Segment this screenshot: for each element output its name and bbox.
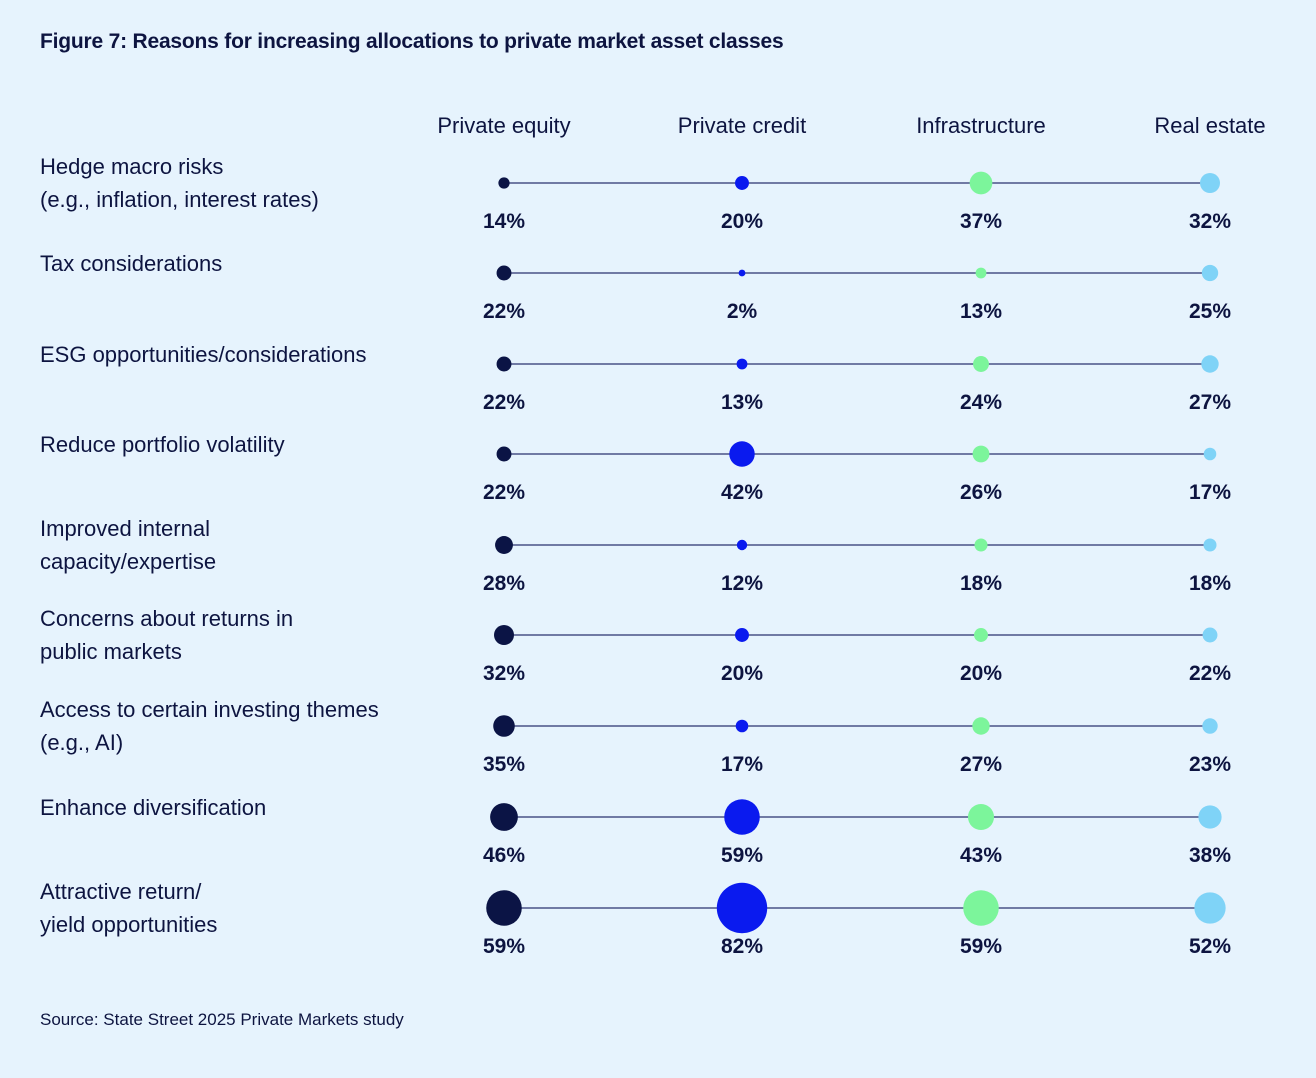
- data-label: 13%: [721, 391, 763, 414]
- bubble-point: [963, 890, 999, 926]
- column-header: Private equity: [437, 113, 570, 138]
- data-label: 17%: [1189, 481, 1231, 504]
- row-label: public markets: [40, 639, 182, 664]
- bubble-point: [735, 176, 749, 190]
- chart-title: Figure 7: Reasons for increasing allocat…: [40, 30, 784, 53]
- data-label: 52%: [1189, 935, 1231, 958]
- bubble-point: [975, 267, 987, 279]
- data-label: 27%: [1189, 391, 1231, 414]
- bubble-point: [486, 890, 522, 926]
- bubble-chart: Private equity Private credit Infrastructu…: [40, 113, 1266, 958]
- bubble-point: [724, 799, 760, 835]
- bubble-point: [736, 358, 748, 370]
- bubble-point: [735, 628, 749, 642]
- column-header: Private credit: [678, 113, 806, 138]
- bubble-point: [1203, 447, 1217, 461]
- data-label: 20%: [721, 662, 763, 685]
- data-label: 22%: [483, 300, 525, 323]
- data-label: 59%: [483, 935, 525, 958]
- data-label: 38%: [1189, 844, 1231, 867]
- column-header: Real estate: [1154, 113, 1265, 138]
- bubble-point: [738, 269, 746, 277]
- data-label: 32%: [483, 662, 525, 685]
- data-label: 23%: [1189, 753, 1231, 776]
- data-label: 26%: [960, 481, 1002, 504]
- data-label: 14%: [483, 210, 525, 233]
- data-label: 43%: [960, 844, 1002, 867]
- bubble-point: [1198, 805, 1222, 829]
- data-label: 59%: [721, 844, 763, 867]
- column-header: Infrastructure: [916, 113, 1046, 138]
- data-label: 13%: [960, 300, 1002, 323]
- data-label: 42%: [721, 481, 763, 504]
- bubble-point: [1203, 538, 1217, 552]
- row-label: Access to certain investing themes: [40, 697, 379, 722]
- data-label: 59%: [960, 935, 1002, 958]
- data-label: 28%: [483, 572, 525, 595]
- data-label: 35%: [483, 753, 525, 776]
- row-label: Reduce portfolio volatility: [40, 432, 285, 457]
- row-label: Enhance diversification: [40, 795, 266, 820]
- data-label: 46%: [483, 844, 525, 867]
- bubble-point: [493, 715, 515, 737]
- row-label: Improved internal: [40, 516, 210, 541]
- row-label: Hedge macro risks: [40, 154, 223, 179]
- bubble-point: [490, 803, 518, 831]
- bubble-point: [494, 625, 514, 645]
- bubble-point: [1201, 264, 1219, 282]
- bubble-point: [974, 538, 988, 552]
- row-label: ESG opportunities/considerations: [40, 342, 367, 367]
- bubble-point: [716, 882, 768, 934]
- bubble-point: [1194, 892, 1226, 924]
- bubble-point: [1202, 718, 1218, 734]
- bubble-point: [736, 539, 748, 551]
- data-label: 17%: [721, 753, 763, 776]
- row-label: Concerns about returns in: [40, 606, 293, 631]
- data-label: 22%: [1189, 662, 1231, 685]
- bubble-point: [967, 803, 995, 831]
- row-label: Attractive return/: [40, 879, 202, 904]
- data-label: 20%: [960, 662, 1002, 685]
- bubble-point: [729, 441, 755, 467]
- data-label: 25%: [1189, 300, 1231, 323]
- row-label: (e.g., inflation, interest rates): [40, 187, 319, 212]
- bubble-point: [1202, 627, 1218, 643]
- bubble-point: [496, 265, 512, 281]
- data-label: 22%: [483, 391, 525, 414]
- bubble-point: [972, 445, 990, 463]
- data-label: 12%: [721, 572, 763, 595]
- bubble-point: [974, 628, 988, 642]
- bubble-point: [1200, 173, 1220, 193]
- row-label: Tax considerations: [40, 251, 222, 276]
- data-label: 2%: [727, 300, 758, 323]
- bubble-point: [973, 356, 989, 372]
- row-label: capacity/expertise: [40, 549, 216, 574]
- bubble-point: [969, 171, 993, 195]
- data-label: 24%: [960, 391, 1002, 414]
- data-label: 37%: [960, 210, 1002, 233]
- data-label: 27%: [960, 753, 1002, 776]
- source-note: Source: State Street 2025 Private Market…: [40, 1010, 404, 1029]
- bubble-point: [496, 446, 512, 462]
- bubble-point: [498, 177, 510, 189]
- data-label: 18%: [960, 572, 1002, 595]
- data-label: 22%: [483, 481, 525, 504]
- data-label: 18%: [1189, 572, 1231, 595]
- bubble-point: [972, 717, 990, 735]
- data-label: 20%: [721, 210, 763, 233]
- data-label: 32%: [1189, 210, 1231, 233]
- bubble-point: [496, 356, 512, 372]
- bubble-point: [1201, 355, 1219, 373]
- row-label: yield opportunities: [40, 912, 217, 937]
- row-label: (e.g., AI): [40, 730, 123, 755]
- bubble-point: [495, 536, 513, 554]
- bubble-point: [735, 719, 749, 733]
- data-label: 82%: [721, 935, 763, 958]
